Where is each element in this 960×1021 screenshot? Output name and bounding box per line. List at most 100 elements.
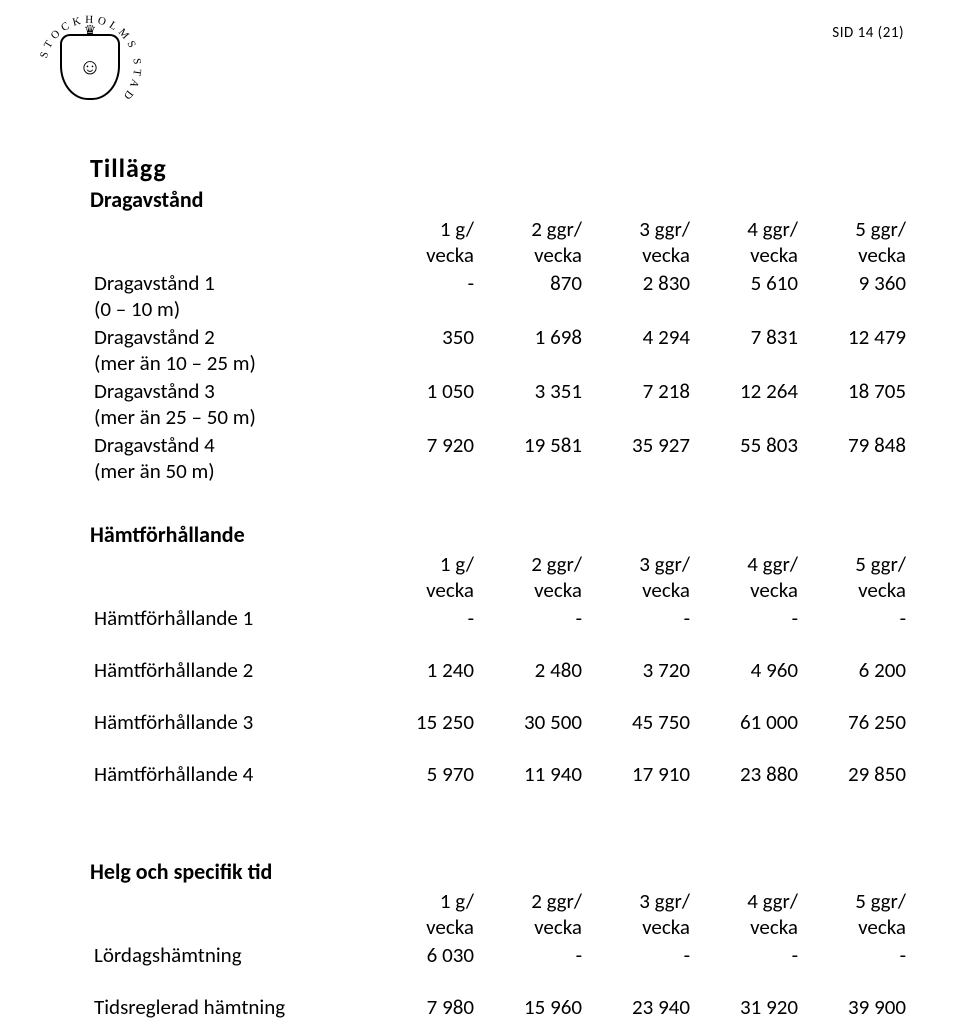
row-label: Dragavstånd 4 (mer än 50 m): [90, 431, 370, 485]
col-header: 5 ggr/ vecka: [802, 550, 910, 604]
cell: 23 940: [586, 993, 694, 1021]
hamt-table: 1 g/ vecka 2 ggr/ vecka 3 ggr/ vecka 4 g…: [90, 550, 910, 788]
cell: 35 927: [586, 431, 694, 485]
spacer: [90, 969, 910, 993]
col-header: 1 g/ vecka: [370, 887, 478, 941]
cell: 350: [370, 323, 478, 377]
col-header: 1 g/ vecka: [370, 215, 478, 269]
cell: 45 750: [586, 708, 694, 736]
cell: 1 698: [478, 323, 586, 377]
cell: 19 581: [478, 431, 586, 485]
cell: 15 960: [478, 993, 586, 1021]
col-header: 5 ggr/ vecka: [802, 215, 910, 269]
cell: 870: [478, 269, 586, 323]
face-icon: ☺: [79, 56, 101, 78]
spacer: [90, 684, 910, 708]
cell: 23 880: [694, 760, 802, 788]
col-header: 3 ggr/ vecka: [586, 550, 694, 604]
cell: 30 500: [478, 708, 586, 736]
table-row: Dragavstånd 3 (mer än 25 – 50 m) 1 050 3…: [90, 377, 910, 431]
table-row: Hämtförhållande 2 1 240 2 480 3 720 4 96…: [90, 656, 910, 684]
table-row: Dragavstånd 2 (mer än 10 – 25 m) 350 1 6…: [90, 323, 910, 377]
crest-icon: ♛ ☺: [60, 34, 120, 100]
city-crest-logo: STOCKHOLMS STAD ♛ ☺: [35, 12, 145, 122]
cell: -: [370, 604, 478, 632]
cell: 12 479: [802, 323, 910, 377]
cell: -: [478, 604, 586, 632]
cell: 15 250: [370, 708, 478, 736]
cell: -: [802, 604, 910, 632]
crown-icon: ♛: [84, 24, 97, 38]
cell: 5 970: [370, 760, 478, 788]
content: Tillägg Dragavstånd 1 g/ vecka 2 ggr/ ve…: [90, 152, 910, 1021]
cell: 4 960: [694, 656, 802, 684]
col-header: 2 ggr/ vecka: [478, 887, 586, 941]
cell: 29 850: [802, 760, 910, 788]
cell: 61 000: [694, 708, 802, 736]
page-header: STOCKHOLMS STAD ♛ ☺ SID 14 (21): [90, 18, 910, 122]
cell: 7 831: [694, 323, 802, 377]
table-row: Dragavstånd 1 (0 – 10 m) - 870 2 830 5 6…: [90, 269, 910, 323]
table-row: Dragavstånd 4 (mer än 50 m) 7 920 19 581…: [90, 431, 910, 485]
helg-title: Helg och specifik tid: [90, 858, 910, 885]
col-header: 4 ggr/ vecka: [694, 887, 802, 941]
table-row: Hämtförhållande 3 15 250 30 500 45 750 6…: [90, 708, 910, 736]
section-title: Tillägg: [90, 152, 910, 184]
helg-table: 1 g/ vecka 2 ggr/ vecka 3 ggr/ vecka 4 g…: [90, 887, 910, 1021]
table-header-row: 1 g/ vecka 2 ggr/ vecka 3 ggr/ vecka 4 g…: [90, 887, 910, 941]
spacer: [90, 736, 910, 760]
page: STOCKHOLMS STAD ♛ ☺ SID 14 (21) Tillägg …: [0, 0, 960, 953]
cell: -: [586, 941, 694, 969]
cell: 5 610: [694, 269, 802, 323]
spacer: [90, 632, 910, 656]
cell: 79 848: [802, 431, 910, 485]
table-header-row: 1 g/ vecka 2 ggr/ vecka 3 ggr/ vecka 4 g…: [90, 215, 910, 269]
row-label: Dragavstånd 2 (mer än 10 – 25 m): [90, 323, 370, 377]
cell: 18 705: [802, 377, 910, 431]
dragavstand-title: Dragavstånd: [90, 186, 910, 213]
cell: 1 240: [370, 656, 478, 684]
row-label: Hämtförhållande 2: [90, 656, 370, 684]
cell: 2 830: [586, 269, 694, 323]
cell: 7 980: [370, 993, 478, 1021]
table-row: Hämtförhållande 1 - - - - -: [90, 604, 910, 632]
cell: -: [586, 604, 694, 632]
table-row: Tidsreglerad hämtning 7 980 15 960 23 94…: [90, 993, 910, 1021]
cell: 7 920: [370, 431, 478, 485]
cell: 7 218: [586, 377, 694, 431]
row-label: Hämtförhållande 3: [90, 708, 370, 736]
col-header: 5 ggr/ vecka: [802, 887, 910, 941]
row-label: Dragavstånd 3 (mer än 25 – 50 m): [90, 377, 370, 431]
col-header: 2 ggr/ vecka: [478, 550, 586, 604]
cell: 17 910: [586, 760, 694, 788]
row-label: Dragavstånd 1 (0 – 10 m): [90, 269, 370, 323]
cell: 4 294: [586, 323, 694, 377]
cell: 76 250: [802, 708, 910, 736]
cell: 3 720: [586, 656, 694, 684]
col-header: 4 ggr/ vecka: [694, 550, 802, 604]
row-label: Hämtförhållande 4: [90, 760, 370, 788]
cell: 31 920: [694, 993, 802, 1021]
table-row: Hämtförhållande 4 5 970 11 940 17 910 23…: [90, 760, 910, 788]
cell: -: [802, 941, 910, 969]
cell: -: [370, 269, 478, 323]
cell: 39 900: [802, 993, 910, 1021]
col-header: 3 ggr/ vecka: [586, 215, 694, 269]
cell: -: [694, 941, 802, 969]
cell: -: [694, 604, 802, 632]
cell: 11 940: [478, 760, 586, 788]
table-header-row: 1 g/ vecka 2 ggr/ vecka 3 ggr/ vecka 4 g…: [90, 550, 910, 604]
cell: 2 480: [478, 656, 586, 684]
cell: 6 200: [802, 656, 910, 684]
cell: 9 360: [802, 269, 910, 323]
dragavstand-table: 1 g/ vecka 2 ggr/ vecka 3 ggr/ vecka 4 g…: [90, 215, 910, 485]
cell: 3 351: [478, 377, 586, 431]
col-header: 3 ggr/ vecka: [586, 887, 694, 941]
col-header: 4 ggr/ vecka: [694, 215, 802, 269]
cell: -: [478, 941, 586, 969]
hamt-title: Hämtförhållande: [90, 521, 910, 548]
col-header: 2 ggr/ vecka: [478, 215, 586, 269]
cell: 12 264: [694, 377, 802, 431]
cell: 55 803: [694, 431, 802, 485]
cell: 6 030: [370, 941, 478, 969]
